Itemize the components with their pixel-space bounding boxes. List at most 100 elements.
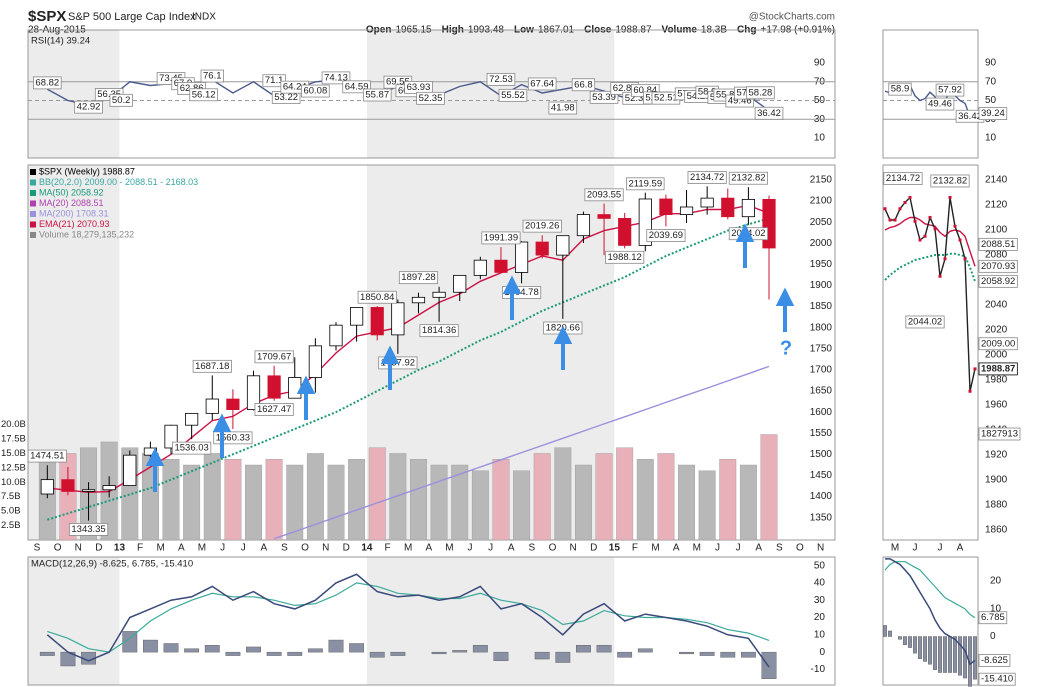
volume-bar	[678, 464, 695, 541]
label-box	[416, 91, 445, 105]
rsi-tick-label: 90	[985, 58, 997, 69]
value-label: 58.9	[891, 84, 910, 95]
macd-histogram-bar	[898, 636, 902, 640]
macd-tick-label: 10	[990, 603, 1002, 614]
legend-entry: MA(50) 2058.92	[39, 187, 104, 197]
macd-histogram-bar	[576, 645, 591, 653]
candle-body	[226, 398, 240, 410]
macd-histogram-bar	[740, 651, 756, 658]
volume-bar	[554, 447, 572, 541]
label-box	[398, 271, 439, 285]
x-tick-label: O	[549, 543, 557, 554]
price-point	[948, 196, 952, 199]
value-label: 64.24	[283, 82, 307, 93]
value-label: 2119.59	[628, 178, 662, 189]
candle-body	[576, 214, 591, 237]
value-label: 1709.67	[257, 351, 291, 362]
label-box	[200, 69, 224, 83]
value-label: 1850.84	[360, 292, 394, 303]
price-plot	[40, 186, 776, 540]
x-tick-label: A	[178, 543, 185, 554]
volume-tick-label: 5.0B	[1, 506, 21, 517]
arrow	[502, 275, 522, 320]
y-tick-label: 2100	[810, 196, 833, 207]
price-point	[918, 238, 922, 242]
x-tick-label: A	[673, 543, 680, 554]
value-label: 56.12	[192, 89, 216, 100]
legend-entry: MA(200) 1708.31	[39, 208, 109, 218]
macd-histogram-bar	[555, 651, 571, 663]
arrow	[145, 447, 165, 492]
candle-body	[411, 296, 426, 304]
value-label: 49.46	[728, 96, 752, 107]
label-box	[27, 449, 67, 463]
volume-bar	[368, 447, 386, 541]
candle-body	[350, 307, 364, 326]
axis-box	[978, 337, 1018, 351]
macd-histogram-bar	[142, 639, 158, 653]
x-tick-label: A	[260, 543, 267, 554]
label-box	[486, 72, 516, 86]
candle-body	[741, 198, 755, 218]
macd-tick-label: 50	[814, 560, 826, 571]
candle-body	[721, 197, 735, 218]
x-tick-label: O	[796, 543, 804, 554]
macd-histogram-bar	[888, 630, 892, 637]
value-label: 57.92	[938, 85, 962, 96]
value-label: 76.1	[203, 71, 222, 82]
axis-box	[978, 427, 1021, 441]
overlay-line	[884, 252, 976, 282]
value-label: 2093.55	[587, 189, 621, 200]
candle-body	[370, 307, 384, 336]
macd-histogram-bar	[933, 636, 937, 670]
x-tick-label: N	[75, 543, 82, 554]
x-tick-label: A	[508, 543, 515, 554]
y-tick-label: 1960	[985, 400, 1008, 411]
value-label: 1988.12	[608, 252, 642, 263]
value-label: 2134.72	[886, 173, 920, 184]
axis-box	[978, 274, 1018, 288]
candle-body	[762, 198, 776, 249]
macd-histogram-bar	[225, 651, 241, 656]
candle-body	[618, 217, 632, 246]
value-label: 1536.03	[174, 443, 208, 454]
x-tick-label: M	[445, 543, 453, 554]
label-box	[646, 229, 686, 242]
arrow	[735, 223, 755, 268]
macd-histogram-bar	[903, 636, 907, 646]
candle-body	[556, 235, 570, 256]
value-label: 62.86	[613, 83, 637, 94]
x-tick-label: J	[468, 543, 473, 554]
legend-entry: BB(20,2.0) 2009.00 - 2088.51 - 2168.03	[39, 177, 198, 187]
volume-tick-label: 10.0B	[1, 477, 26, 488]
x-tick-label: O	[301, 543, 309, 554]
y-tick-label: 2080	[985, 250, 1008, 261]
x-tick-label: S	[34, 543, 41, 554]
x-tick-label: N	[817, 543, 824, 554]
value-label: 1627.47	[257, 404, 291, 415]
volume-bar	[410, 459, 427, 541]
candle-body	[205, 398, 219, 414]
candle-body	[123, 454, 137, 486]
volume-bar	[513, 470, 531, 541]
price-point	[923, 234, 927, 238]
y-tick-label: 1450	[810, 470, 833, 481]
year-band	[119, 30, 367, 158]
year-band	[366, 557, 615, 685]
price-point	[958, 238, 962, 242]
y-tick-label: 2050	[810, 217, 833, 228]
year-band	[119, 165, 367, 540]
volume-tick-label: 12.5B	[1, 462, 26, 473]
y-tick-label: 1600	[810, 407, 833, 418]
candle-body	[597, 214, 611, 219]
volume-bar	[451, 464, 469, 541]
volume-bar	[245, 464, 262, 541]
y-tick-label: 1850	[810, 301, 833, 312]
x-tick-label: A	[957, 543, 964, 554]
y-tick-label: 2000	[810, 238, 833, 249]
axis-box	[978, 362, 1018, 376]
legend-entry: Volume 18,279,135,232	[39, 229, 134, 239]
value-label: 1991.39	[484, 232, 518, 243]
macd-tick-label: 0	[990, 631, 996, 642]
